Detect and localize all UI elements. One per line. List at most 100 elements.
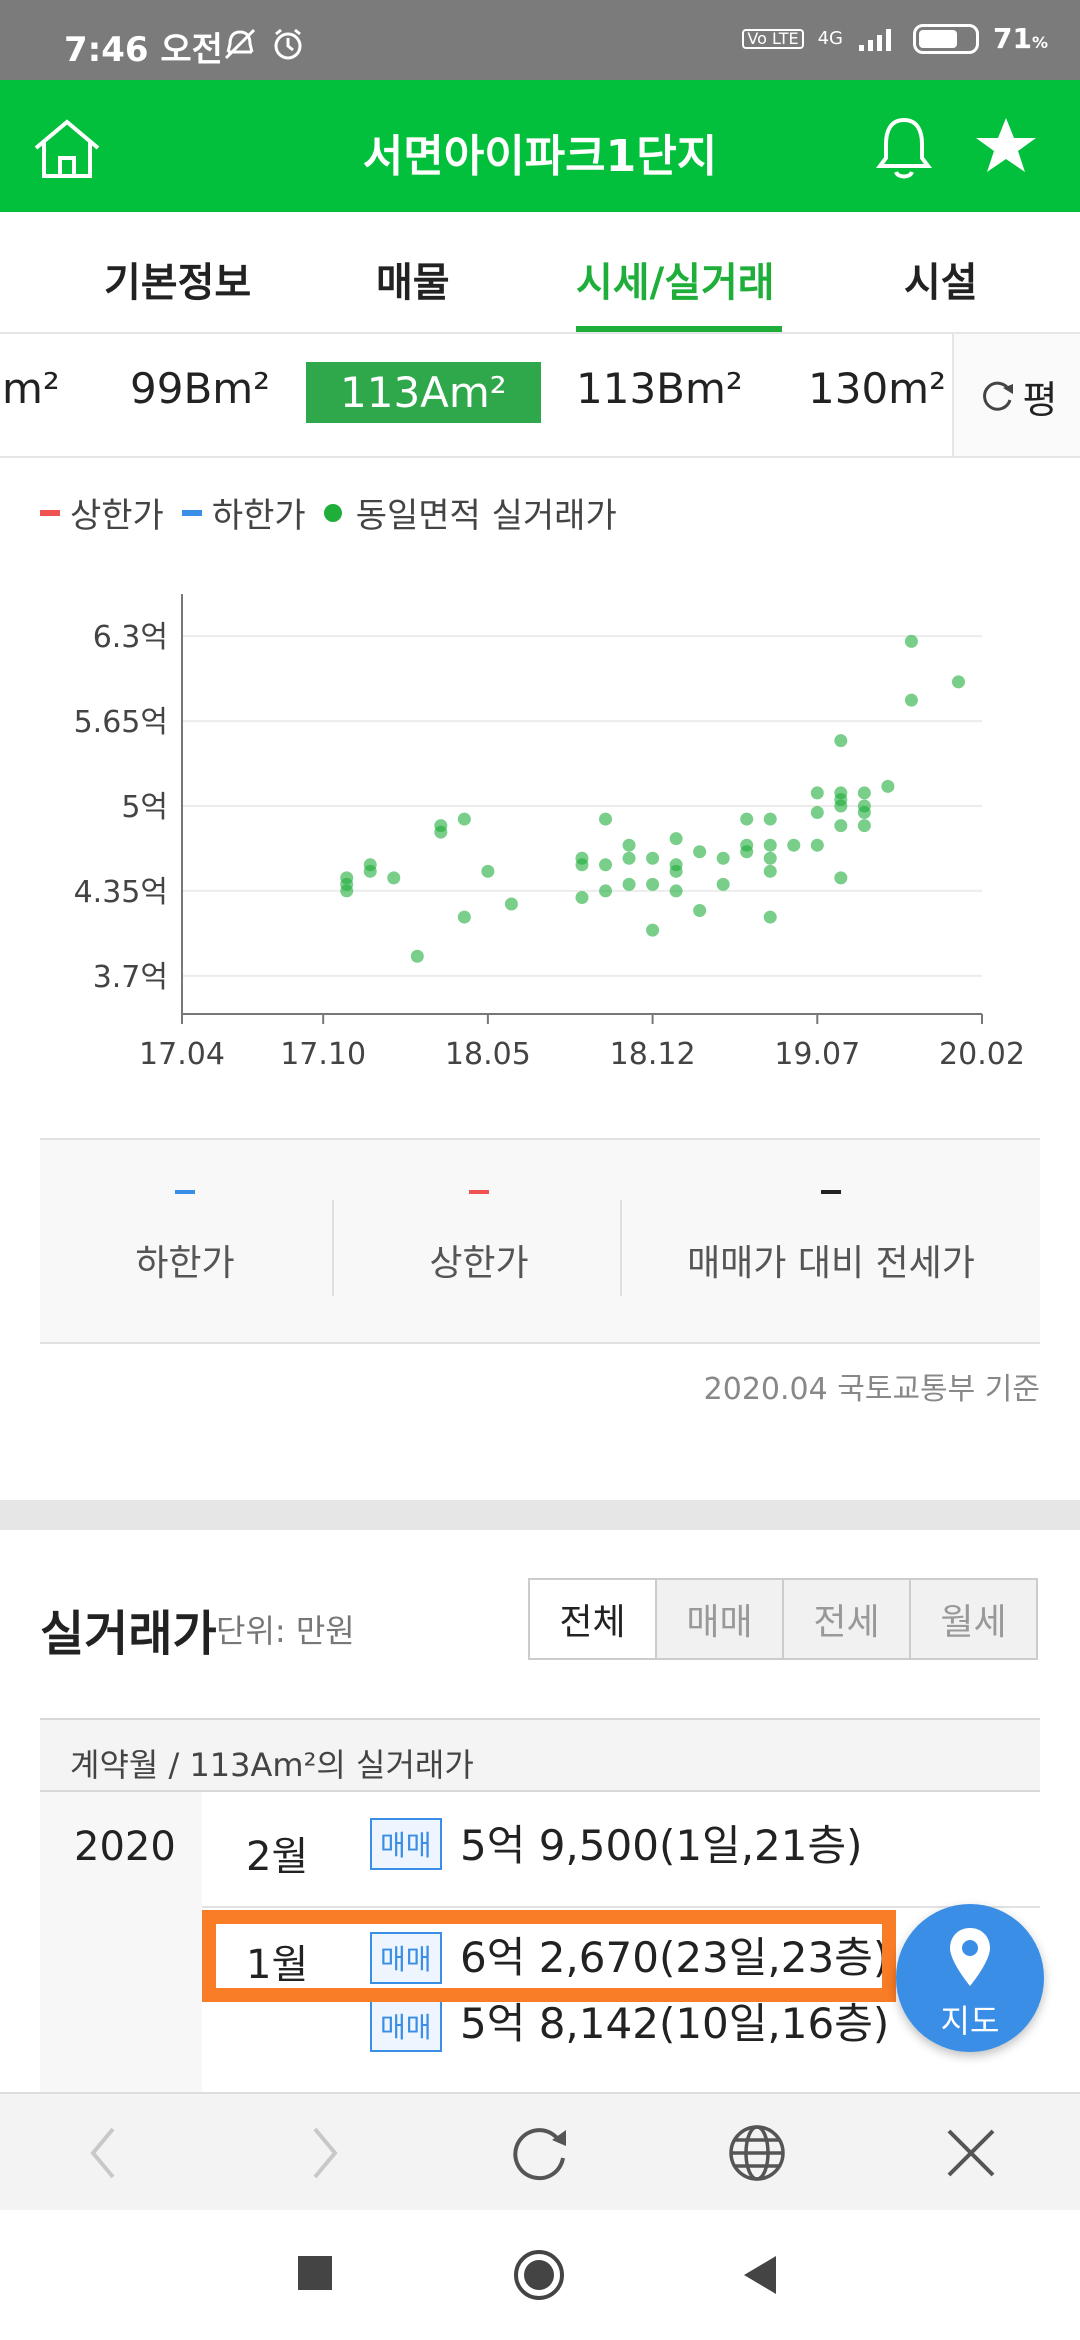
- legend-lower-marker: [181, 509, 202, 516]
- home-nav-button[interactable]: [512, 2248, 566, 2302]
- page-title: 서면아이파크1단지: [362, 131, 718, 182]
- transaction-price: 5억 8,142(10일,16층): [460, 1999, 890, 2048]
- star-icon[interactable]: [974, 114, 1038, 176]
- data-point: [504, 897, 518, 911]
- data-point: [763, 910, 777, 924]
- legend-upper-marker: [40, 509, 60, 516]
- forward-button[interactable]: [290, 2118, 360, 2188]
- data-point: [716, 851, 730, 865]
- data-point: [834, 734, 848, 748]
- filter-all[interactable]: 전체: [530, 1580, 655, 1658]
- data-point: [669, 858, 683, 872]
- stat-lower-value: [175, 1190, 195, 1194]
- x-tick-label: 19.07: [774, 1037, 860, 1072]
- data-point: [434, 819, 448, 833]
- transaction-year: 2020: [74, 1824, 176, 1870]
- filter-jeonse[interactable]: 전세: [782, 1580, 909, 1658]
- trade-type-filter: 전체 매매 전세 월세: [528, 1578, 1038, 1660]
- stat-lower-label: 하한가: [135, 1243, 235, 1284]
- recents-button[interactable]: [298, 2256, 332, 2290]
- data-point: [669, 832, 683, 846]
- data-point: [693, 904, 707, 918]
- data-point: [410, 949, 424, 963]
- tab-listings[interactable]: 매물: [376, 260, 450, 306]
- tab-basic-info[interactable]: 기본정보: [104, 260, 252, 306]
- signal-icon: [859, 28, 891, 51]
- data-point: [669, 884, 683, 898]
- data-point: [740, 845, 754, 859]
- y-tick-label: 5억: [121, 790, 168, 825]
- main-tabs: 기본정보 매물 시세/실거래 시설: [0, 212, 1080, 334]
- map-button[interactable]: 지도: [896, 1904, 1044, 2052]
- size-option-partial[interactable]: m²: [2, 364, 60, 413]
- legend-upper-label: 상한가: [70, 496, 164, 536]
- data-point: [646, 923, 660, 937]
- transactions-title: 실거래가: [40, 1606, 217, 1662]
- bell-icon[interactable]: [874, 114, 934, 180]
- data-point: [834, 799, 848, 813]
- chart-legend: 상한가 하한가 동일면적 실거래가: [40, 488, 635, 537]
- close-button[interactable]: [936, 2118, 1006, 2188]
- data-point: [481, 864, 495, 878]
- data-point: [810, 786, 824, 800]
- filter-sale[interactable]: 매매: [655, 1580, 782, 1658]
- data-point: [787, 838, 801, 852]
- transaction-type-badge: 매매: [370, 2000, 442, 2052]
- reload-button[interactable]: [504, 2118, 574, 2188]
- filter-monthly-rent[interactable]: 월세: [909, 1580, 1036, 1658]
- tab-price-transactions[interactable]: 시세/실거래: [576, 260, 775, 306]
- network-type: 4G: [817, 28, 843, 49]
- legend-actual-marker: [323, 503, 342, 522]
- data-point: [457, 812, 471, 826]
- home-icon[interactable]: [32, 116, 102, 180]
- unit-toggle-button[interactable]: 평: [952, 334, 1080, 456]
- data-point: [857, 806, 871, 820]
- transaction-row[interactable]: 매매 5억 8,142(10일,16층): [202, 1990, 1040, 2110]
- tab-facilities[interactable]: 시설: [904, 260, 978, 306]
- size-option-130[interactable]: 130m²: [808, 364, 946, 413]
- size-option-113b[interactable]: 113Bm²: [576, 364, 743, 413]
- globe-icon: [729, 2125, 785, 2181]
- transaction-month: 2월: [246, 1834, 309, 1880]
- data-point: [763, 851, 777, 865]
- tab-active-indicator: [576, 326, 782, 332]
- data-point: [951, 675, 965, 689]
- stat-upper-label: 상한가: [429, 1243, 529, 1284]
- data-point: [387, 871, 401, 885]
- battery-icon: [913, 23, 979, 54]
- legend-actual-label: 동일면적 실거래가: [355, 496, 617, 536]
- data-point: [763, 838, 777, 852]
- globe-button[interactable]: [722, 2118, 792, 2188]
- transaction-row[interactable]: 2월 매매 5억 9,500(1일,21층): [202, 1792, 1040, 1912]
- stat-upper-limit: 상한가: [334, 1190, 624, 1286]
- alarm-icon: [274, 28, 302, 60]
- size-option-99b[interactable]: 99Bm²: [130, 364, 271, 413]
- x-tick-label: 17.04: [139, 1037, 225, 1072]
- data-point: [363, 858, 377, 872]
- row-separator: [202, 1906, 1040, 1908]
- data-point: [622, 877, 636, 891]
- data-point: [599, 884, 613, 898]
- data-point: [763, 812, 777, 826]
- price-stats-panel: 하한가 상한가 매매가 대비 전세가: [40, 1138, 1040, 1344]
- transaction-row[interactable]: 1월 매매 6억 2,670(23일,23층): [202, 1910, 1040, 2030]
- close-icon: [947, 2129, 995, 2177]
- data-point: [599, 812, 613, 826]
- stat-upper-value: [469, 1190, 489, 1194]
- stat-jeonse-ratio: 매매가 대비 전세가: [622, 1190, 1040, 1286]
- status-time: 7:46 오전: [64, 30, 223, 70]
- data-point: [599, 858, 613, 872]
- status-bar: 7:46 오전 Vo LTE 4G 71%: [0, 0, 1080, 80]
- y-tick-label: 5.65억: [74, 705, 168, 740]
- back-nav-button[interactable]: [740, 2254, 780, 2296]
- back-button[interactable]: [68, 2118, 138, 2188]
- data-point: [716, 877, 730, 891]
- chevron-right-icon: [313, 2127, 338, 2179]
- data-point: [904, 693, 918, 707]
- transaction-type-badge: 매매: [370, 1932, 442, 1984]
- size-option-113a[interactable]: 113Am²: [306, 362, 541, 423]
- map-button-label: 지도: [940, 2002, 1000, 2040]
- stat-separator: [620, 1200, 622, 1296]
- data-point: [904, 634, 918, 648]
- data-point: [763, 864, 777, 878]
